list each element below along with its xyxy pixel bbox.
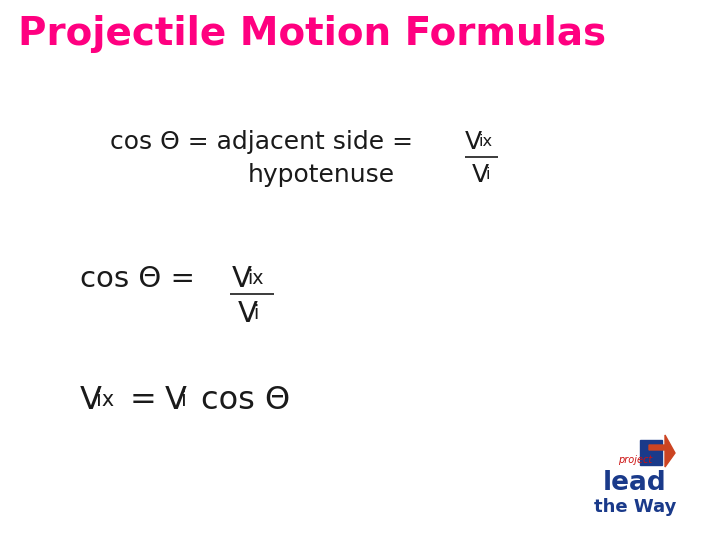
Text: cos Θ = adjacent side =: cos Θ = adjacent side = bbox=[110, 130, 421, 154]
Text: V: V bbox=[238, 300, 258, 328]
Text: ix: ix bbox=[247, 269, 264, 288]
Text: ix: ix bbox=[96, 390, 114, 410]
Bar bbox=[640, 440, 662, 465]
Text: ix: ix bbox=[478, 134, 492, 149]
Text: V: V bbox=[465, 130, 482, 154]
Text: cos Θ =: cos Θ = bbox=[80, 265, 204, 293]
Text: =: = bbox=[130, 385, 167, 416]
Text: V: V bbox=[165, 385, 187, 416]
Text: i: i bbox=[253, 304, 258, 323]
Polygon shape bbox=[649, 435, 675, 467]
Text: V: V bbox=[472, 163, 489, 187]
Text: V: V bbox=[80, 385, 102, 416]
Text: lead: lead bbox=[603, 470, 667, 496]
Text: i: i bbox=[181, 390, 187, 410]
Text: cos Θ: cos Θ bbox=[201, 385, 290, 416]
Text: Projectile Motion Formulas: Projectile Motion Formulas bbox=[18, 15, 606, 53]
Text: hypotenuse: hypotenuse bbox=[248, 163, 395, 187]
Text: i: i bbox=[485, 167, 490, 182]
Text: the Way: the Way bbox=[594, 498, 676, 516]
Text: V: V bbox=[232, 265, 252, 293]
Text: project: project bbox=[618, 455, 652, 465]
